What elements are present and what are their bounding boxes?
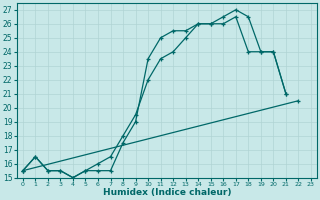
X-axis label: Humidex (Indice chaleur): Humidex (Indice chaleur) (103, 188, 231, 197)
